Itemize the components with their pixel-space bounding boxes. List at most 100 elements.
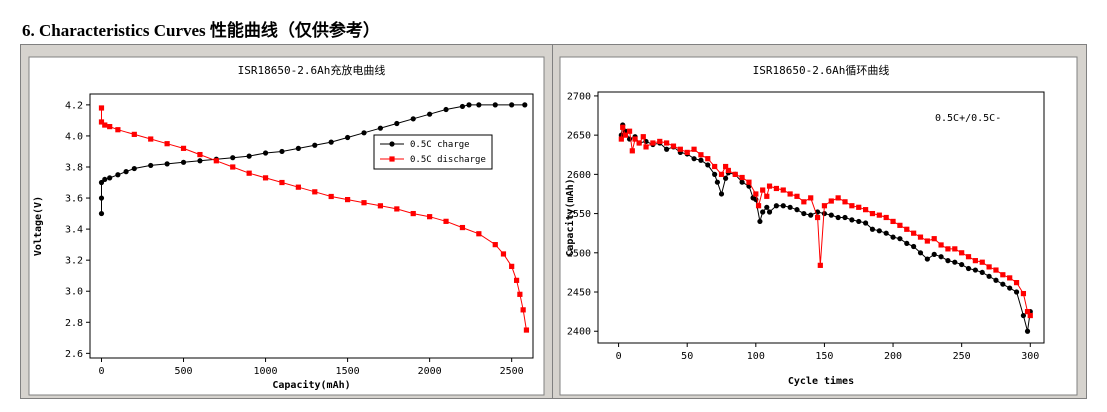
data-point [952, 259, 958, 265]
data-point [757, 218, 763, 225]
data-point [849, 203, 855, 209]
data-point [766, 209, 773, 215]
data-point [394, 120, 400, 127]
data-point [670, 143, 677, 149]
data-point [279, 179, 285, 186]
data-point [377, 125, 384, 131]
charge-discharge-chart: ISR18650-2.6Ah充放电曲线 0 500 1000 1500 2000 2500 2… [28, 56, 545, 396]
data-point [764, 193, 770, 199]
data-point [876, 228, 882, 234]
data-point [492, 242, 498, 248]
data-point [794, 207, 800, 213]
data-point [1013, 289, 1020, 295]
data-point [764, 204, 770, 210]
data-point [732, 171, 738, 177]
data-point [760, 209, 766, 215]
data-point [794, 193, 800, 199]
data-point [835, 195, 841, 201]
data-point [876, 212, 882, 218]
data-point [1020, 290, 1027, 297]
data-point [904, 226, 910, 232]
data-point [262, 150, 269, 156]
legend-label: 0.5C discharge [410, 155, 486, 165]
data-point [917, 234, 924, 240]
data-point [476, 231, 482, 237]
y-tick-label: 3.4 [65, 225, 83, 236]
x-tick-label: 0 [616, 351, 622, 362]
data-point [107, 175, 113, 181]
data-point [842, 214, 848, 221]
data-point [115, 172, 121, 178]
data-point [773, 185, 779, 192]
data-point [698, 157, 704, 163]
y-tick-label: 2.8 [65, 318, 83, 329]
data-point [808, 212, 814, 218]
data-point [312, 142, 318, 148]
data-point [394, 206, 400, 212]
data-point [718, 191, 725, 197]
chart-title: ISR18650-2.6Ah循环曲线 [753, 63, 890, 77]
data-point [443, 106, 449, 113]
data-point [931, 236, 937, 242]
data-point [755, 203, 762, 209]
data-point [890, 234, 896, 240]
data-point [828, 212, 834, 218]
data-point [917, 250, 924, 256]
data-point [164, 161, 170, 167]
series-line [620, 127, 1031, 316]
data-point [986, 273, 992, 279]
y-tick-label: 3.2 [65, 256, 83, 267]
data-point [691, 156, 697, 162]
series-red [98, 105, 530, 333]
data-point [821, 210, 828, 217]
data-point [180, 145, 187, 151]
data-point [618, 136, 624, 142]
data-point [246, 170, 252, 176]
data-point [801, 199, 807, 205]
data-point [664, 146, 670, 152]
data-point [164, 141, 170, 147]
series-line [101, 108, 527, 331]
data-point [98, 105, 105, 111]
data-point [814, 214, 821, 221]
data-point [509, 102, 515, 108]
y-tick-label: 2400 [567, 327, 591, 338]
y-tick-label: 2450 [567, 288, 591, 299]
data-point [328, 193, 334, 200]
data-point [246, 153, 252, 159]
data-point [849, 217, 855, 223]
data-point [931, 251, 937, 257]
data-point [897, 222, 903, 228]
data-point [513, 277, 520, 283]
x-tick-label: 1500 [336, 366, 360, 377]
data-point [643, 144, 649, 150]
data-point [650, 140, 656, 146]
data-point [344, 197, 351, 203]
data-point [1007, 275, 1013, 281]
data-point [466, 102, 472, 108]
data-point [1013, 280, 1020, 286]
data-point [295, 184, 301, 190]
data-point [723, 163, 729, 170]
x-tick-label: 500 [174, 366, 192, 377]
y-tick-label: 2500 [567, 248, 591, 259]
y-tick-label: 2600 [567, 170, 591, 181]
data-point [629, 148, 635, 154]
x-tick-label: 50 [681, 351, 693, 362]
data-point [684, 149, 690, 155]
series-red [618, 124, 1033, 319]
data-point [787, 204, 793, 210]
data-point [924, 238, 930, 244]
x-tick-label: 1000 [254, 366, 278, 377]
data-point [863, 207, 869, 213]
data-point [427, 111, 433, 117]
data-point [883, 214, 889, 221]
legend-box [373, 134, 493, 170]
data-point [520, 307, 526, 313]
data-point [938, 254, 944, 260]
data-point [1020, 312, 1027, 319]
data-point [723, 175, 729, 181]
data-point [993, 277, 999, 283]
data-point [410, 116, 416, 122]
data-point [739, 179, 745, 185]
